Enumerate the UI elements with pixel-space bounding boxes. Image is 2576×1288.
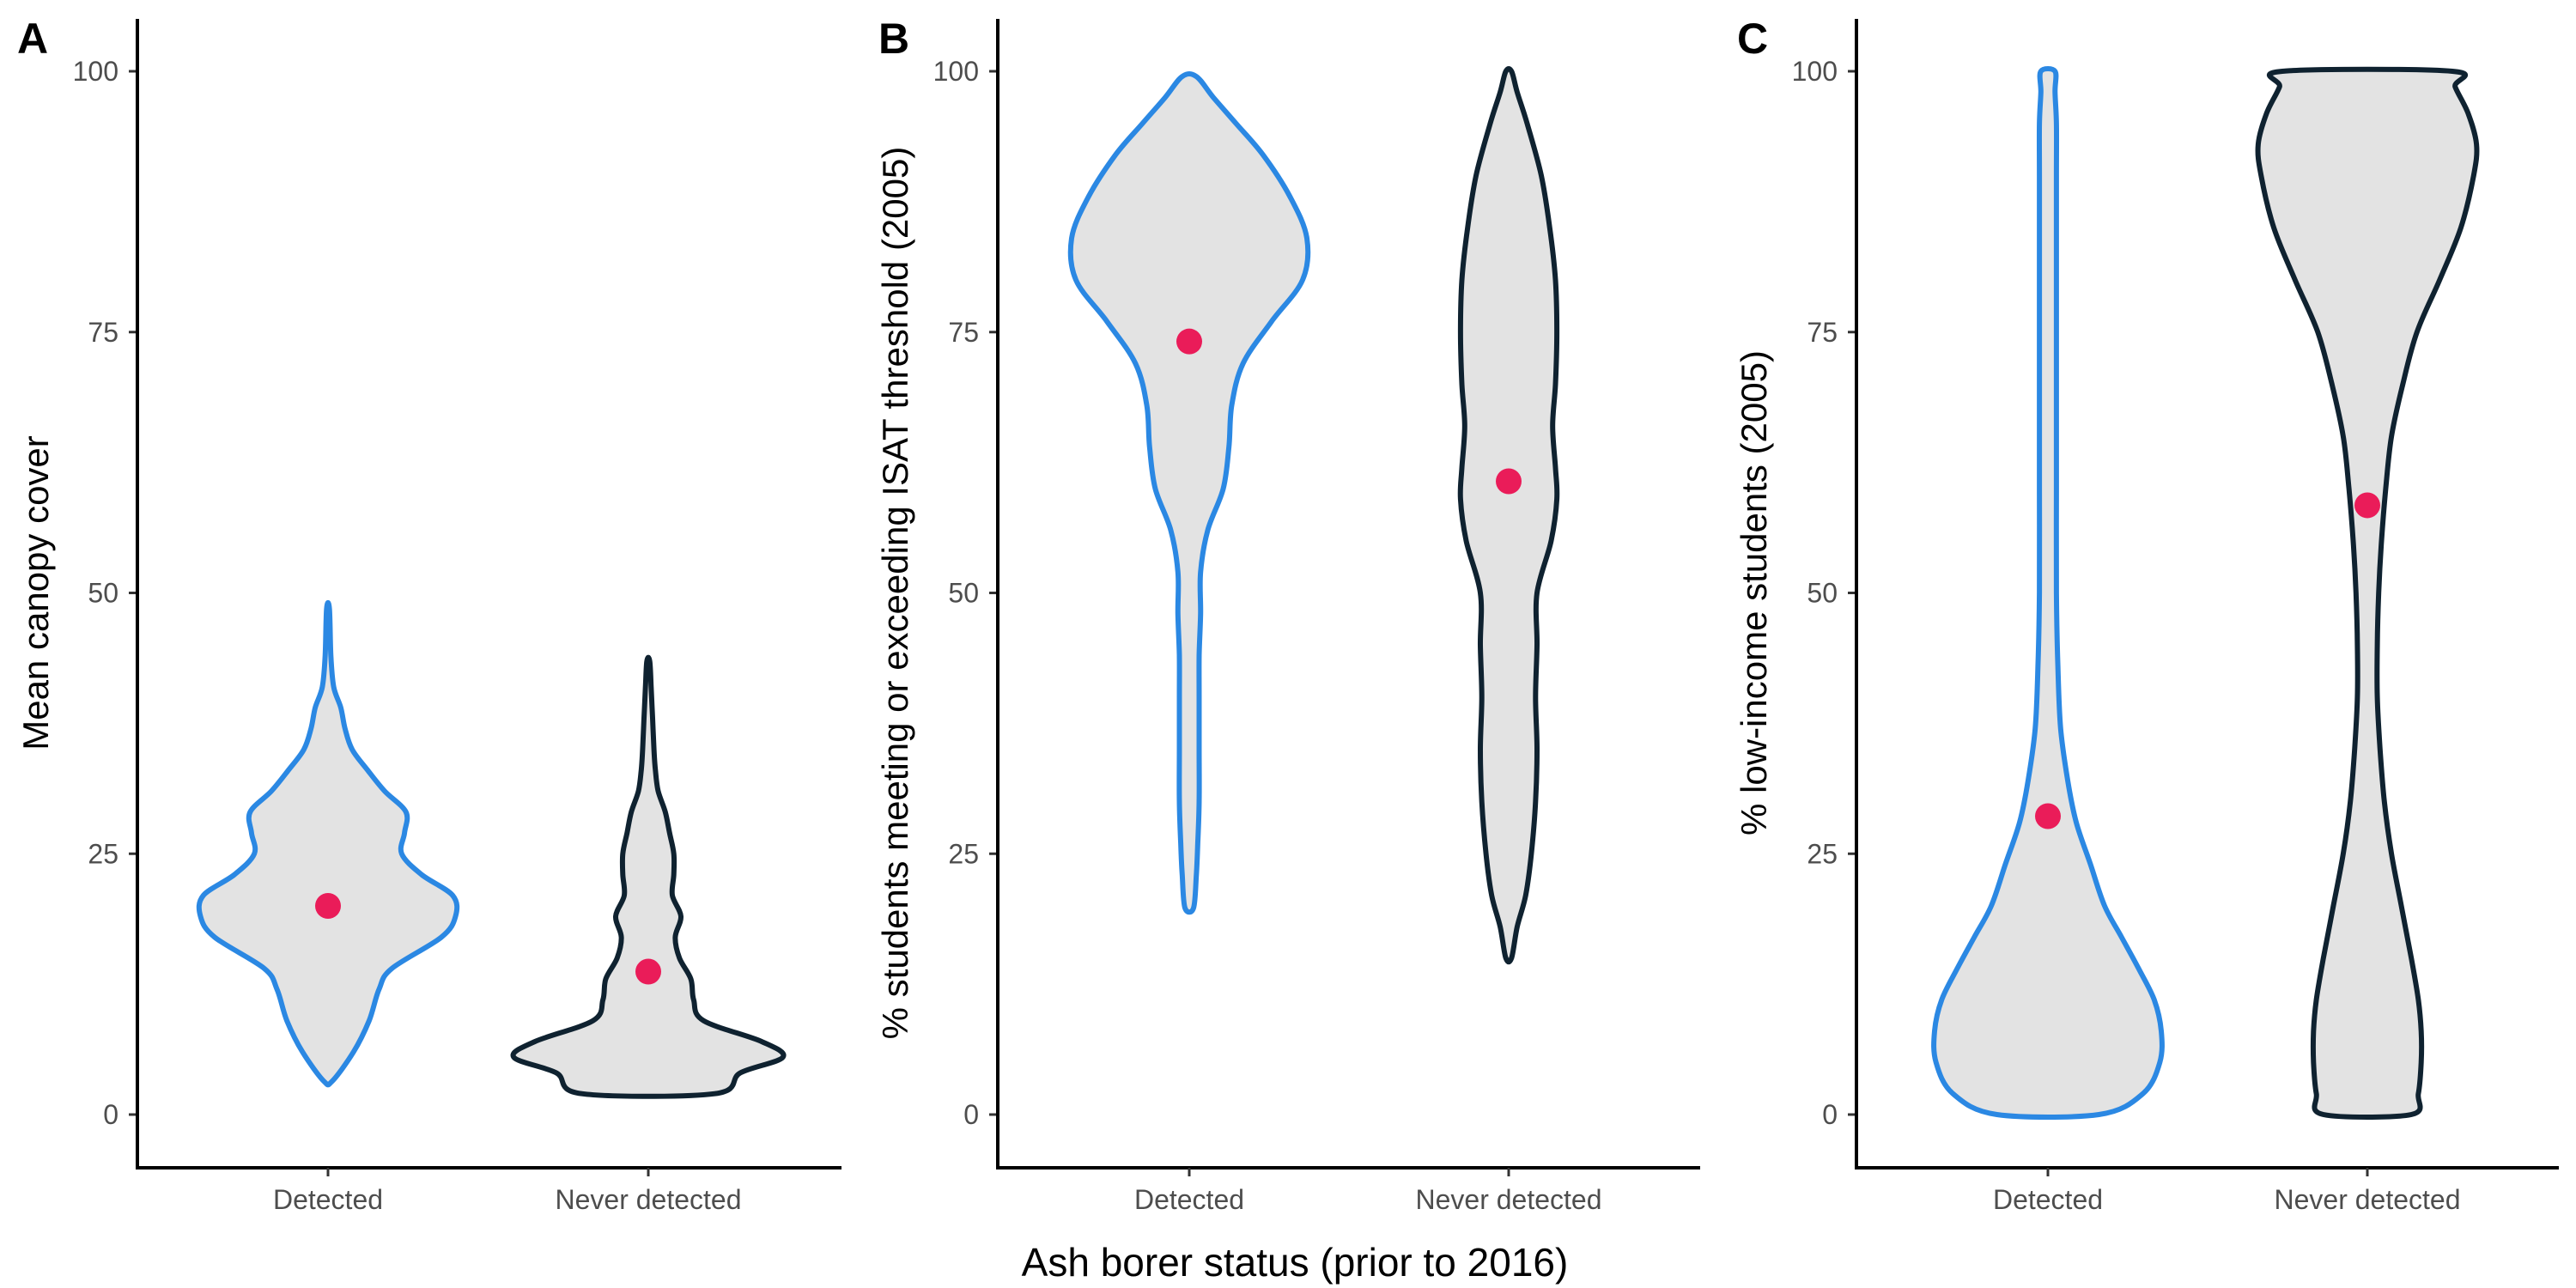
violin-a-detected: [196, 599, 460, 1088]
mean-point-b-never-detected: [1496, 468, 1522, 495]
y-tick-label-b-50: 50: [948, 578, 979, 609]
mean-point-b-detected: [1176, 328, 1202, 355]
mean-point-c-never-detected: [2354, 492, 2380, 519]
y-tick-label-a-100: 100: [73, 56, 118, 87]
y-tick-label-c-75: 75: [1807, 317, 1838, 348]
y-tick-label-c-100: 100: [1792, 56, 1838, 87]
panel-letter-c: C: [1737, 15, 1768, 63]
violin-b-never-detected: [1457, 66, 1560, 965]
violin-b-detected: [1067, 71, 1311, 915]
y-tick-label-b-75: 75: [948, 317, 979, 348]
panel-b: B % students meeting or exceeding ISAT th…: [875, 15, 1700, 1215]
panel-a: A Mean canopy cover 0 25 50 75 100 Detected Neve…: [15, 15, 841, 1215]
x-tick-label-a-never-detected: Never detected: [555, 1184, 741, 1215]
panel-letter-b: B: [878, 15, 909, 63]
shared-x-axis-title: Ash borer status (prior to 2016): [1022, 1240, 1569, 1285]
y-tick-label-a-50: 50: [88, 578, 118, 609]
violin-c-never-detected: [2255, 66, 2480, 1120]
x-tick-label-b-detected: Detected: [1134, 1184, 1244, 1215]
mean-point-c-detected: [2035, 803, 2061, 829]
y-tick-label-a-0: 0: [103, 1099, 118, 1130]
y-tick-label-a-25: 25: [88, 838, 118, 869]
y-tick-label-c-25: 25: [1807, 838, 1838, 869]
violin-c-detected: [1931, 66, 2165, 1120]
mean-point-a-never-detected: [635, 958, 661, 985]
x-tick-label-b-never-detected: Never detected: [1415, 1184, 1601, 1215]
y-axis-title-b: % students meeting or exceeding ISAT thr…: [875, 147, 915, 1040]
panel-c: C % low-income students (2005) 0 25 50 75 100 D…: [1734, 15, 2559, 1215]
y-tick-label-b-0: 0: [963, 1099, 979, 1130]
panel-letter-a: A: [17, 15, 48, 63]
y-tick-label-b-25: 25: [948, 838, 979, 869]
y-tick-label-c-50: 50: [1807, 578, 1838, 609]
y-tick-label-c-0: 0: [1822, 1099, 1838, 1130]
violin-a-never-detected: [510, 654, 787, 1099]
y-axis-title-c: % low-income students (2005): [1734, 350, 1774, 835]
mean-point-a-detected: [315, 893, 341, 919]
x-tick-label-a-detected: Detected: [273, 1184, 383, 1215]
y-tick-label-a-75: 75: [88, 317, 118, 348]
x-tick-label-c-never-detected: Never detected: [2274, 1184, 2460, 1215]
y-axis-title-a: Mean canopy cover: [15, 435, 56, 750]
y-tick-label-b-100: 100: [933, 56, 979, 87]
x-tick-label-c-detected: Detected: [1993, 1184, 2103, 1215]
